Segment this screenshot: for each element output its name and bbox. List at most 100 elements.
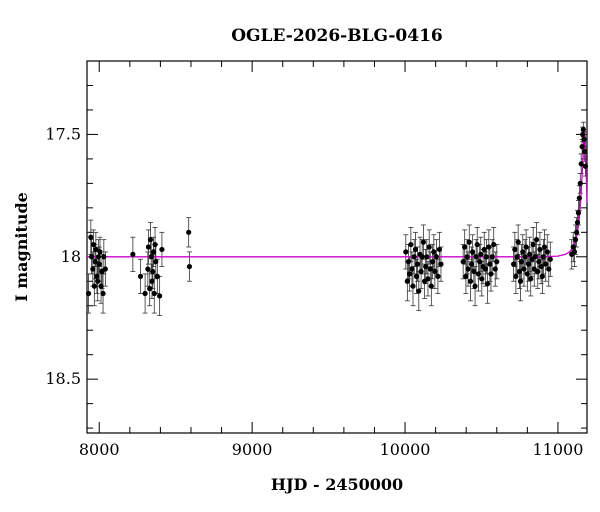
data-point [130, 251, 136, 257]
y-tick-label: 17.5 [45, 124, 81, 143]
axis-ticks [87, 60, 587, 433]
data-point [466, 239, 472, 245]
data-point [460, 259, 466, 265]
data-point [547, 256, 553, 262]
data-point [101, 254, 107, 260]
data-point [404, 278, 410, 284]
data-point [90, 241, 97, 248]
data-point [409, 266, 415, 272]
data-point [152, 241, 158, 248]
data-point [533, 237, 540, 243]
data-point [489, 254, 495, 260]
data-point [147, 237, 154, 243]
data-point [428, 283, 434, 289]
data-point [150, 268, 156, 275]
data-point [91, 283, 97, 289]
data-point [515, 239, 521, 245]
data-point [546, 266, 552, 272]
data-point [420, 239, 426, 245]
data-point [153, 259, 159, 265]
data-point [535, 268, 541, 275]
data-point [468, 261, 475, 267]
data-point [574, 229, 580, 235]
data-point [186, 263, 193, 270]
data-point [407, 271, 413, 277]
data-point [474, 241, 480, 248]
data-point [426, 244, 432, 250]
data-point [405, 259, 412, 265]
axis-tick-labels: 8000 9000 10000 11000 17.5 18 18.5 [45, 124, 583, 459]
data-point [520, 249, 526, 255]
data-point [473, 254, 479, 260]
data-point [538, 263, 544, 270]
data-point [477, 259, 483, 265]
data-point [429, 259, 436, 265]
data-point [537, 246, 543, 253]
data-point [159, 246, 165, 253]
data-point [416, 288, 422, 294]
data-point [513, 273, 519, 279]
data-point [572, 237, 579, 243]
data-point [512, 246, 518, 253]
data-point [491, 241, 497, 248]
data-point [470, 249, 476, 255]
error-bars [86, 121, 588, 316]
data-point [577, 180, 583, 186]
data-point [571, 249, 578, 255]
data-point [137, 273, 144, 279]
data-point [186, 229, 192, 235]
data-point [539, 273, 545, 279]
data-point [436, 246, 443, 253]
data-point [85, 290, 92, 297]
data-point [570, 244, 576, 250]
chart-title: OGLE-2026-BLG-0416 [231, 26, 443, 46]
data-point [472, 283, 478, 289]
data-point [147, 286, 153, 292]
data-point [142, 290, 148, 297]
x-tick-label: 10000 [380, 440, 431, 459]
data-point [528, 276, 534, 282]
data-point [481, 246, 487, 253]
data-point [532, 254, 538, 260]
plot-frame [86, 60, 588, 434]
data-point [413, 273, 420, 279]
data-point [524, 271, 530, 277]
data-point [438, 261, 444, 267]
x-tick-label: 8000 [79, 440, 120, 459]
data-point [412, 246, 419, 253]
data-point [427, 266, 433, 272]
data-point [536, 259, 542, 265]
data-point [432, 268, 438, 275]
data-point [575, 210, 582, 216]
data-point [578, 161, 584, 167]
data-point [431, 249, 437, 255]
data-point [541, 244, 548, 250]
data-point [94, 273, 100, 279]
data-point [88, 254, 95, 260]
data-point [410, 283, 416, 289]
data-point [487, 261, 493, 267]
data-point [435, 273, 441, 279]
plot-frame-group [86, 60, 588, 434]
data-point [482, 266, 488, 272]
data-point [518, 259, 525, 265]
data-point [540, 254, 547, 260]
data-point [463, 273, 469, 279]
data-point [425, 276, 431, 282]
data-point [580, 131, 586, 138]
data-point [145, 244, 152, 250]
data-point [527, 251, 533, 257]
y-tick-label: 18.5 [45, 369, 81, 388]
data-points [85, 126, 589, 299]
data-point [522, 254, 528, 260]
data-point [574, 219, 581, 226]
data-point [478, 251, 484, 257]
data-point [582, 163, 589, 169]
data-point [465, 266, 471, 272]
data-point [543, 261, 549, 267]
data-point [414, 261, 421, 267]
data-point [521, 266, 527, 272]
data-point [97, 249, 103, 255]
data-point [580, 126, 586, 133]
data-point [530, 241, 536, 248]
